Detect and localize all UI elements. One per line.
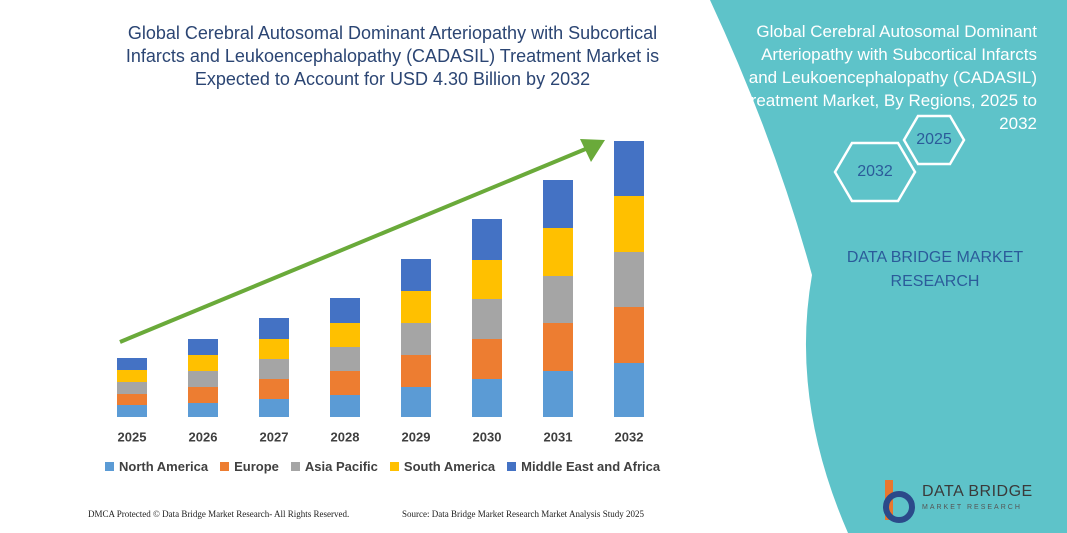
logo-mark (883, 480, 915, 523)
legend-item: Asia Pacific (290, 459, 378, 474)
bar-segment (614, 307, 644, 363)
x-tick-label: 2027 (260, 429, 289, 444)
bar-segment (401, 259, 431, 291)
bar-segment (330, 323, 360, 347)
legend-item: South America (389, 459, 496, 474)
bar-segment (330, 371, 360, 395)
bar-segment (259, 339, 289, 359)
hexagon (902, 114, 966, 166)
legend-label: Asia Pacific (304, 459, 378, 474)
bar-segment (188, 387, 218, 403)
side-panel (710, 0, 1067, 533)
legend-swatch (507, 462, 517, 471)
bar-segment (472, 379, 502, 417)
bar-segment (330, 347, 360, 371)
legend-label: South America (403, 459, 496, 474)
legend-label: North America (119, 459, 209, 474)
bar-segment (401, 355, 431, 387)
bar-segment (614, 141, 644, 196)
bar-segment (472, 339, 502, 379)
logo-name: DATA BRIDGE (922, 483, 1033, 500)
bar-segment (259, 359, 289, 379)
bar-segment (188, 339, 218, 355)
bar-segment (543, 228, 573, 276)
legend: North America Europe Asia Pacific South Ame… (105, 459, 660, 474)
legend-item: North America (105, 459, 208, 474)
chart-title: Global Cerebral Autosomal Dominant Arter… (125, 23, 660, 89)
bar-segment (614, 196, 644, 252)
bar-segment (330, 298, 360, 323)
bar-segment (188, 355, 218, 371)
arrow-head (580, 139, 605, 162)
bar-segment (543, 323, 573, 371)
bar-segment (472, 219, 502, 260)
x-tick-label: 2032 (615, 429, 644, 444)
bar-segment (614, 363, 644, 417)
legend-swatch (389, 462, 399, 471)
bar-segment (117, 358, 147, 370)
bar-segment (117, 370, 147, 382)
bar-segment (117, 382, 147, 394)
panel-title: Global Cerebral Autosomal Dominant Arter… (740, 22, 1037, 133)
bar-segment (188, 371, 218, 387)
bar-segment (259, 399, 289, 417)
bar-segment (117, 394, 147, 405)
bar-segment (401, 291, 431, 323)
bar-segment (614, 252, 644, 307)
logo-tagline: MARKET RESEARCH (922, 504, 1022, 511)
bar-segment (472, 260, 502, 299)
legend-swatch (220, 462, 230, 471)
brand: DATA BRIDGE MARKET RESEARCH (846, 249, 1024, 290)
legend-item: Europe (220, 459, 279, 474)
legend-label: Europe (234, 459, 279, 474)
hex-label: 2025 (916, 131, 952, 148)
legend-swatch (105, 462, 114, 471)
hexagon (833, 141, 917, 203)
footer-left: DMCA Protected © Data Bridge Market Rese… (88, 509, 350, 519)
x-tick-label: 2025 (118, 429, 147, 444)
x-tick-label: 2030 (473, 429, 502, 444)
bar-segment (543, 276, 573, 323)
trend-arrow (119, 146, 589, 344)
bar-segment (401, 387, 431, 417)
bar-segment (259, 379, 289, 399)
bar-segment (259, 318, 289, 339)
legend-swatch (290, 462, 300, 471)
legend-item: Middle East and Africa (507, 459, 660, 474)
legend-label: Middle East and Africa (521, 459, 661, 474)
x-tick-label: 2031 (544, 429, 573, 444)
bar-segment (188, 403, 218, 417)
bar-segment (472, 299, 502, 339)
bar-segment (543, 180, 573, 228)
bar-segment (543, 371, 573, 417)
bar-segment (117, 405, 147, 417)
bar-segment (330, 395, 360, 417)
x-tick-label: 2028 (331, 429, 360, 444)
hex-label: 2032 (857, 163, 893, 180)
footer-right: Source: Data Bridge Market Research Mark… (402, 509, 644, 519)
x-tick-label: 2029 (402, 429, 431, 444)
x-tick-label: 2026 (189, 429, 218, 444)
bar-segment (401, 323, 431, 355)
